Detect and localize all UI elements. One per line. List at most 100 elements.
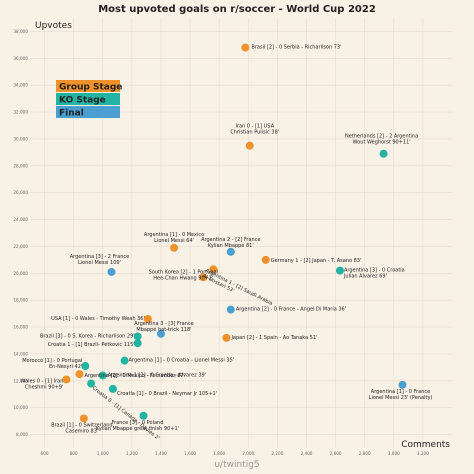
legend-entry-label: Group Stage	[59, 83, 122, 93]
data-label: Argentina [1] - 0 Croatia - Lionel Messi…	[129, 358, 235, 364]
data-point	[398, 380, 407, 389]
data-point	[379, 149, 388, 158]
y-tick-label: 30,000	[13, 136, 28, 141]
data-point	[261, 255, 270, 264]
data-label: Argentina [2] - 0 France - Angel Di Mari…	[236, 307, 346, 313]
y-tick-label: 16,000	[13, 325, 28, 330]
data-point	[143, 315, 152, 323]
data-label: Lionel Messi 64'	[154, 238, 194, 244]
y-axis-ticks: 8,000 10,000 12,000 14,000 16,000 18,000 20,00…	[13, 29, 28, 437]
data-label: USA [1] - 0 Wales - Timothy Weah 36'	[51, 316, 145, 322]
data-label: South Korea [2] - 1 Portugal	[149, 269, 218, 275]
data-label: Argentina [3] - 2 France	[70, 254, 129, 260]
data-point	[156, 329, 165, 338]
data-label-group: Brasil [2] - 0 Serbia - Richarlison 73'	[251, 45, 341, 51]
data-label-group: Argentina [1] - 0 Croatia - Lionel Messi…	[129, 358, 235, 364]
data-label-group: Croatia 1 - [1] Brazil- Petkovic 115'	[48, 342, 135, 348]
data-label: Brazil [3] - 0 S. Korea - Richarlison 29…	[40, 333, 135, 339]
x-tick-label: 800	[70, 451, 78, 456]
data-point	[108, 384, 117, 393]
x-axis-ticks: 600 800 1,000 1,200 1,400 1,600 1,800 2,000 2,20…	[41, 451, 430, 456]
x-tick-label: 2,400	[300, 451, 312, 456]
data-label: Germany 1 - [2] Japan - T. Asano 83'	[271, 258, 362, 264]
y-tick-label: 26,000	[13, 190, 28, 195]
x-tick-label: 1,000	[97, 451, 109, 456]
data-label: Kylian Mbappé 81'	[208, 242, 254, 249]
x-tick-label: 3,000	[388, 451, 400, 456]
data-point	[245, 141, 254, 150]
legend-entry-label: KO Stage	[59, 96, 106, 106]
grid-lines	[30, 18, 452, 448]
y-tick-label: 28,000	[13, 163, 28, 168]
data-point	[120, 356, 129, 365]
data-label: Argentina 3 - [3] France	[134, 321, 193, 327]
legend-entry-label: Final	[59, 109, 84, 119]
data-label: Argentina 1 [2] - 0 Croatia - Alvarez 39…	[108, 372, 206, 378]
y-tick-label: 24,000	[13, 217, 28, 222]
data-label: Mbappé hat-trick 118'	[136, 326, 191, 333]
data-label: Brazil [1] - 0 Switzerland	[51, 422, 113, 428]
y-tick-label: 10,000	[13, 405, 28, 410]
data-label: Kylian Mbappé great finish 90+1'	[96, 425, 179, 432]
data-point	[335, 266, 344, 275]
data-label: Croatia [1] - 0 Brazil - Neymar Jr 105+1…	[117, 391, 217, 397]
data-points	[62, 43, 407, 423]
data-label-group: Argentina [2] - 0 Mexico - Fernandez 87'	[84, 373, 185, 379]
data-point	[62, 375, 71, 384]
y-axis-label: Upvotes	[35, 21, 72, 31]
data-label: Argentina [2] - 0 Mexico - Fernandez 87'	[84, 373, 185, 379]
data-label: Brasil [2] - 0 Serbia - Richarlison 73'	[251, 45, 341, 51]
data-label: Japan [2] - 1 Spain - Ao Tanaka 51'	[230, 335, 317, 341]
data-label: Julian Alvarez 69'	[343, 274, 387, 280]
data-label: Lionel Messi 23' (Penalty)	[369, 395, 433, 401]
data-label-group: Argentina 1 [2] - 0 Croatia - Alvarez 39…	[108, 372, 206, 378]
data-label: Netherlands [2] - 2 Argentina	[345, 134, 418, 140]
x-tick-label: 2,800	[359, 451, 371, 456]
data-point	[199, 273, 208, 282]
data-label-group: Brazil [3] - 0 S. Korea - Richarlison 29…	[40, 333, 135, 339]
data-label: Argentina [1] - 0 Mexico	[144, 232, 204, 238]
y-tick-label: 38,000	[13, 29, 28, 34]
x-axis-label: Comments	[401, 440, 450, 450]
data-point	[87, 379, 96, 388]
data-point	[226, 305, 235, 314]
data-point	[222, 333, 231, 342]
credit-text: u/twintig5	[214, 460, 259, 470]
data-label: Cheshmi 90+9'	[25, 384, 63, 390]
data-label-group: Germany 1 - [2] Japan - T. Asano 83'	[271, 258, 362, 264]
y-tick-label: 20,000	[13, 271, 28, 276]
y-tick-label: 14,000	[13, 351, 28, 356]
legend-swatch	[56, 106, 120, 118]
data-point	[75, 370, 84, 379]
data-label: Argentina [1] - 0 France	[371, 389, 430, 395]
data-label: Morocco [1] - 0 Portugal	[22, 358, 82, 364]
y-tick-label: 18,000	[13, 298, 28, 303]
y-tick-label: 8,000	[16, 432, 28, 437]
x-tick-label: 1,600	[184, 451, 196, 456]
y-tick-label: 32,000	[13, 110, 28, 115]
legend-swatch	[56, 93, 120, 105]
y-tick-label: 22,000	[13, 244, 28, 249]
data-point	[133, 332, 142, 341]
data-label: Wout Weghorst 90+11'	[353, 140, 411, 146]
data-label: Argentina 1 - [2] Saudi Arabia	[204, 268, 273, 307]
data-label: Argentina [3] - 0 Croatia	[344, 268, 405, 274]
data-label: France [3] - 0 Poland	[112, 420, 164, 426]
x-tick-label: 2,600	[330, 451, 342, 456]
data-point	[241, 43, 250, 52]
x-tick-label: 1,200	[126, 451, 138, 456]
data-point	[209, 265, 218, 274]
y-tick-label: 36,000	[13, 56, 28, 61]
data-point	[81, 362, 90, 371]
data-label: Wales 0 - [1] Iran	[20, 378, 63, 384]
data-point	[133, 339, 142, 348]
